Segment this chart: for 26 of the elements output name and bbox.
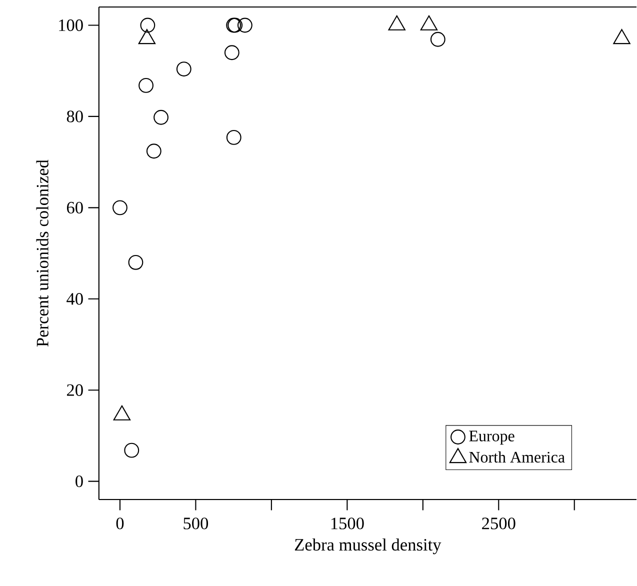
x-tick-label: 500 bbox=[184, 518, 208, 530]
point bbox=[128, 255, 144, 270]
point bbox=[237, 18, 252, 33]
y-tick-label: 100 bbox=[59, 20, 83, 32]
x-tick-label: 1500 bbox=[331, 518, 364, 530]
y-axis-title: Percent unionids colonized bbox=[36, 160, 48, 347]
point bbox=[146, 144, 162, 159]
point bbox=[154, 110, 168, 126]
x-axis-title: Zebra mussel density bbox=[294, 538, 442, 554]
x-tick-label: 2500 bbox=[482, 518, 516, 530]
point bbox=[226, 130, 242, 146]
point bbox=[140, 18, 156, 33]
y-tick-label: 20 bbox=[66, 384, 83, 396]
legend-label: Europe bbox=[469, 431, 514, 445]
point bbox=[176, 62, 192, 77]
y-tick-label: 40 bbox=[66, 293, 83, 305]
point bbox=[138, 78, 154, 94]
point bbox=[224, 45, 240, 60]
point bbox=[430, 32, 446, 48]
point bbox=[124, 443, 140, 458]
x-tick-label: 0 bbox=[116, 518, 124, 530]
y-tick-label: 80 bbox=[66, 110, 83, 123]
y-tick-label: 60 bbox=[66, 202, 83, 214]
y-tick-label: 0 bbox=[76, 476, 83, 488]
point bbox=[112, 200, 128, 216]
legend-label: North America bbox=[469, 452, 565, 463]
